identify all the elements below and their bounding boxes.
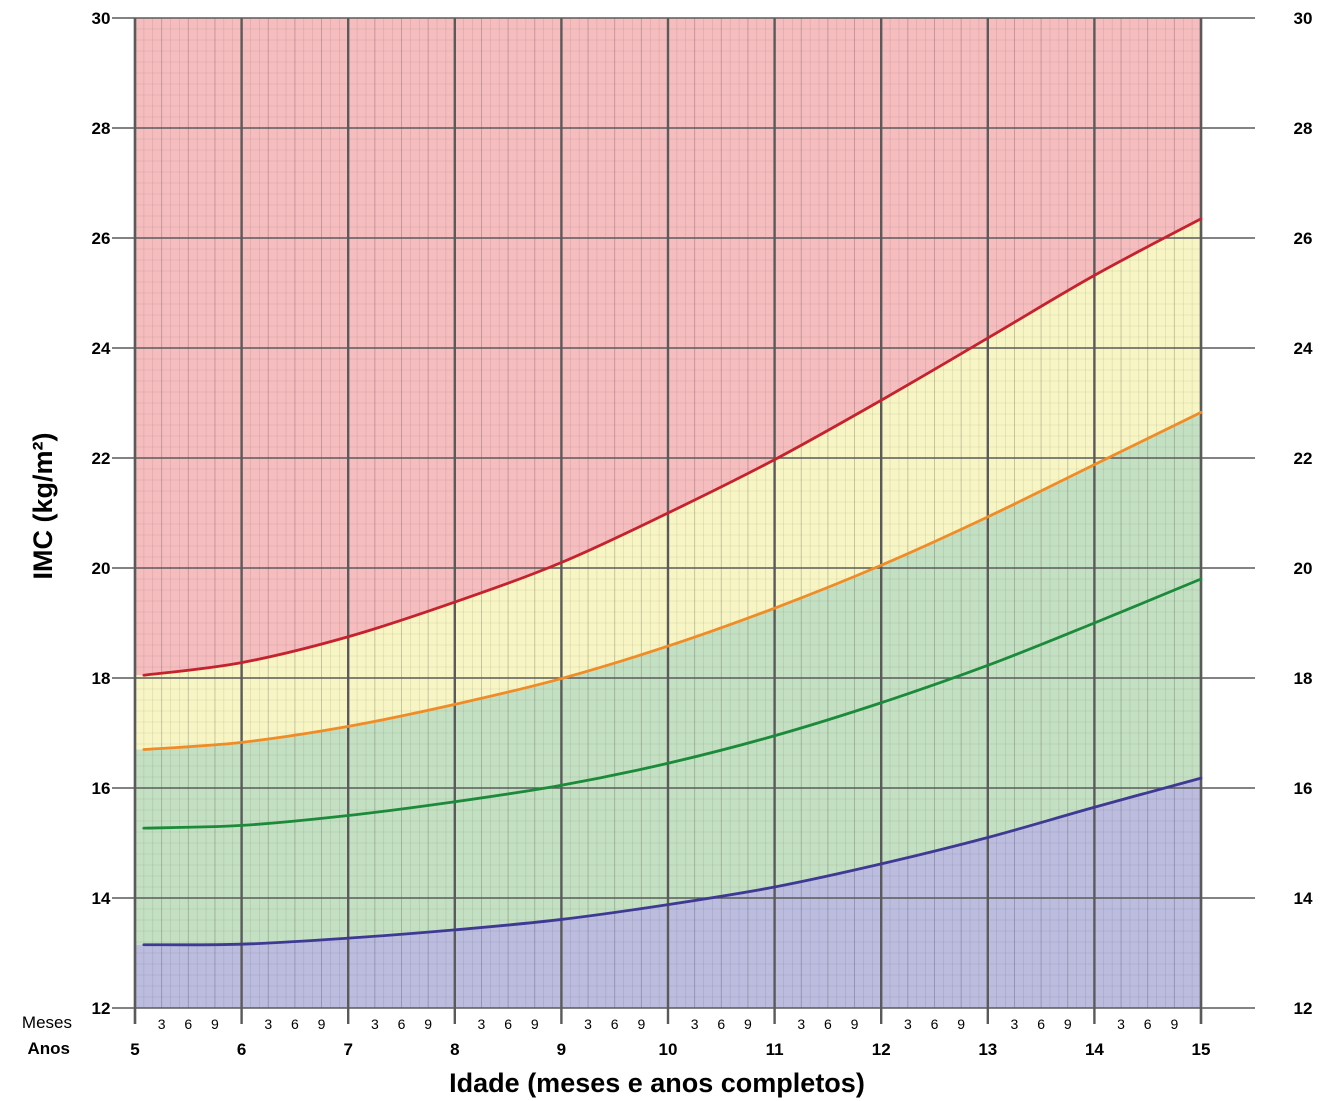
x-tick-month: 9 [424, 1016, 432, 1032]
x-tick-month: 6 [184, 1016, 192, 1032]
x-tick-month: 3 [904, 1016, 912, 1032]
x-tick-year: 5 [130, 1040, 139, 1059]
years-row-label: Anos [28, 1039, 71, 1058]
x-tick-year: 7 [343, 1040, 352, 1059]
x-tick-month: 9 [1064, 1016, 1072, 1032]
y-tick-left: 20 [92, 559, 111, 578]
x-tick-month: 9 [211, 1016, 219, 1032]
x-tick-month: 3 [158, 1016, 166, 1032]
y-tick-left: 26 [92, 229, 111, 248]
x-tick-year: 8 [450, 1040, 459, 1059]
x-tick-year: 14 [1085, 1040, 1104, 1059]
y-tick-right: 28 [1294, 119, 1313, 138]
x-tick-month: 3 [797, 1016, 805, 1032]
y-tick-right: 12 [1294, 999, 1313, 1018]
x-tick-year: 15 [1192, 1040, 1211, 1059]
x-tick-year: 10 [659, 1040, 678, 1059]
y-tick-left: 28 [92, 119, 111, 138]
y-tick-right: 18 [1294, 669, 1313, 688]
x-tick-month: 6 [504, 1016, 512, 1032]
x-tick-month: 9 [637, 1016, 645, 1032]
x-tick-year: 11 [766, 1040, 784, 1059]
y-tick-right: 24 [1294, 339, 1313, 358]
tick-labels: 12 12 14 14 16 16 18 18 20 20 22 22 24 24 26 26 28 28 30 30… [92, 9, 1313, 1059]
y-tick-left: 30 [92, 9, 111, 28]
series-line-orange [142, 410, 1203, 751]
major-grid [112, 17, 1255, 1024]
y-tick-left: 16 [92, 779, 111, 798]
x-tick-year: 6 [237, 1040, 246, 1059]
x-tick-month: 9 [957, 1016, 965, 1032]
x-tick-month: 9 [318, 1016, 326, 1032]
x-tick-month: 3 [584, 1016, 592, 1032]
x-tick-year: 9 [557, 1040, 566, 1059]
zone-below-purple [135, 778, 1201, 1008]
months-row-label: Meses [22, 1013, 72, 1032]
x-tick-year: 12 [872, 1040, 891, 1059]
y-tick-right: 16 [1294, 779, 1313, 798]
y-tick-right: 30 [1294, 9, 1313, 28]
x-tick-month: 6 [611, 1016, 619, 1032]
x-tick-month: 6 [1144, 1016, 1152, 1032]
x-axis-title: Idade (meses e anos completos) [449, 1068, 865, 1098]
y-tick-left: 12 [92, 999, 111, 1018]
x-tick-month: 3 [1117, 1016, 1125, 1032]
x-tick-month: 9 [744, 1016, 752, 1032]
x-tick-month: 6 [1037, 1016, 1045, 1032]
series-line-green [142, 577, 1203, 830]
x-tick-month: 6 [398, 1016, 406, 1032]
x-tick-month: 3 [478, 1016, 486, 1032]
x-tick-month: 3 [371, 1016, 379, 1032]
x-tick-month: 6 [291, 1016, 299, 1032]
y-axis-title: IMC (kg/m²) [28, 433, 58, 580]
x-tick-month: 3 [264, 1016, 272, 1032]
y-tick-left: 14 [92, 889, 111, 908]
x-tick-month: 6 [824, 1016, 832, 1032]
x-tick-year: 13 [978, 1040, 997, 1059]
y-tick-left: 18 [92, 669, 111, 688]
x-tick-month: 3 [1011, 1016, 1019, 1032]
y-tick-left: 22 [92, 449, 111, 468]
x-tick-month: 9 [531, 1016, 539, 1032]
x-tick-month: 9 [851, 1016, 859, 1032]
series-lines [142, 217, 1203, 947]
y-tick-right: 14 [1294, 889, 1313, 908]
y-tick-left: 24 [92, 339, 111, 358]
x-tick-month: 9 [1170, 1016, 1178, 1032]
series-line-purple [142, 776, 1203, 947]
series-line-red [142, 217, 1203, 677]
x-tick-month: 6 [717, 1016, 725, 1032]
x-tick-month: 6 [931, 1016, 939, 1032]
y-tick-right: 22 [1294, 449, 1313, 468]
x-tick-month: 3 [691, 1016, 699, 1032]
y-tick-right: 20 [1294, 559, 1313, 578]
y-tick-right: 26 [1294, 229, 1313, 248]
